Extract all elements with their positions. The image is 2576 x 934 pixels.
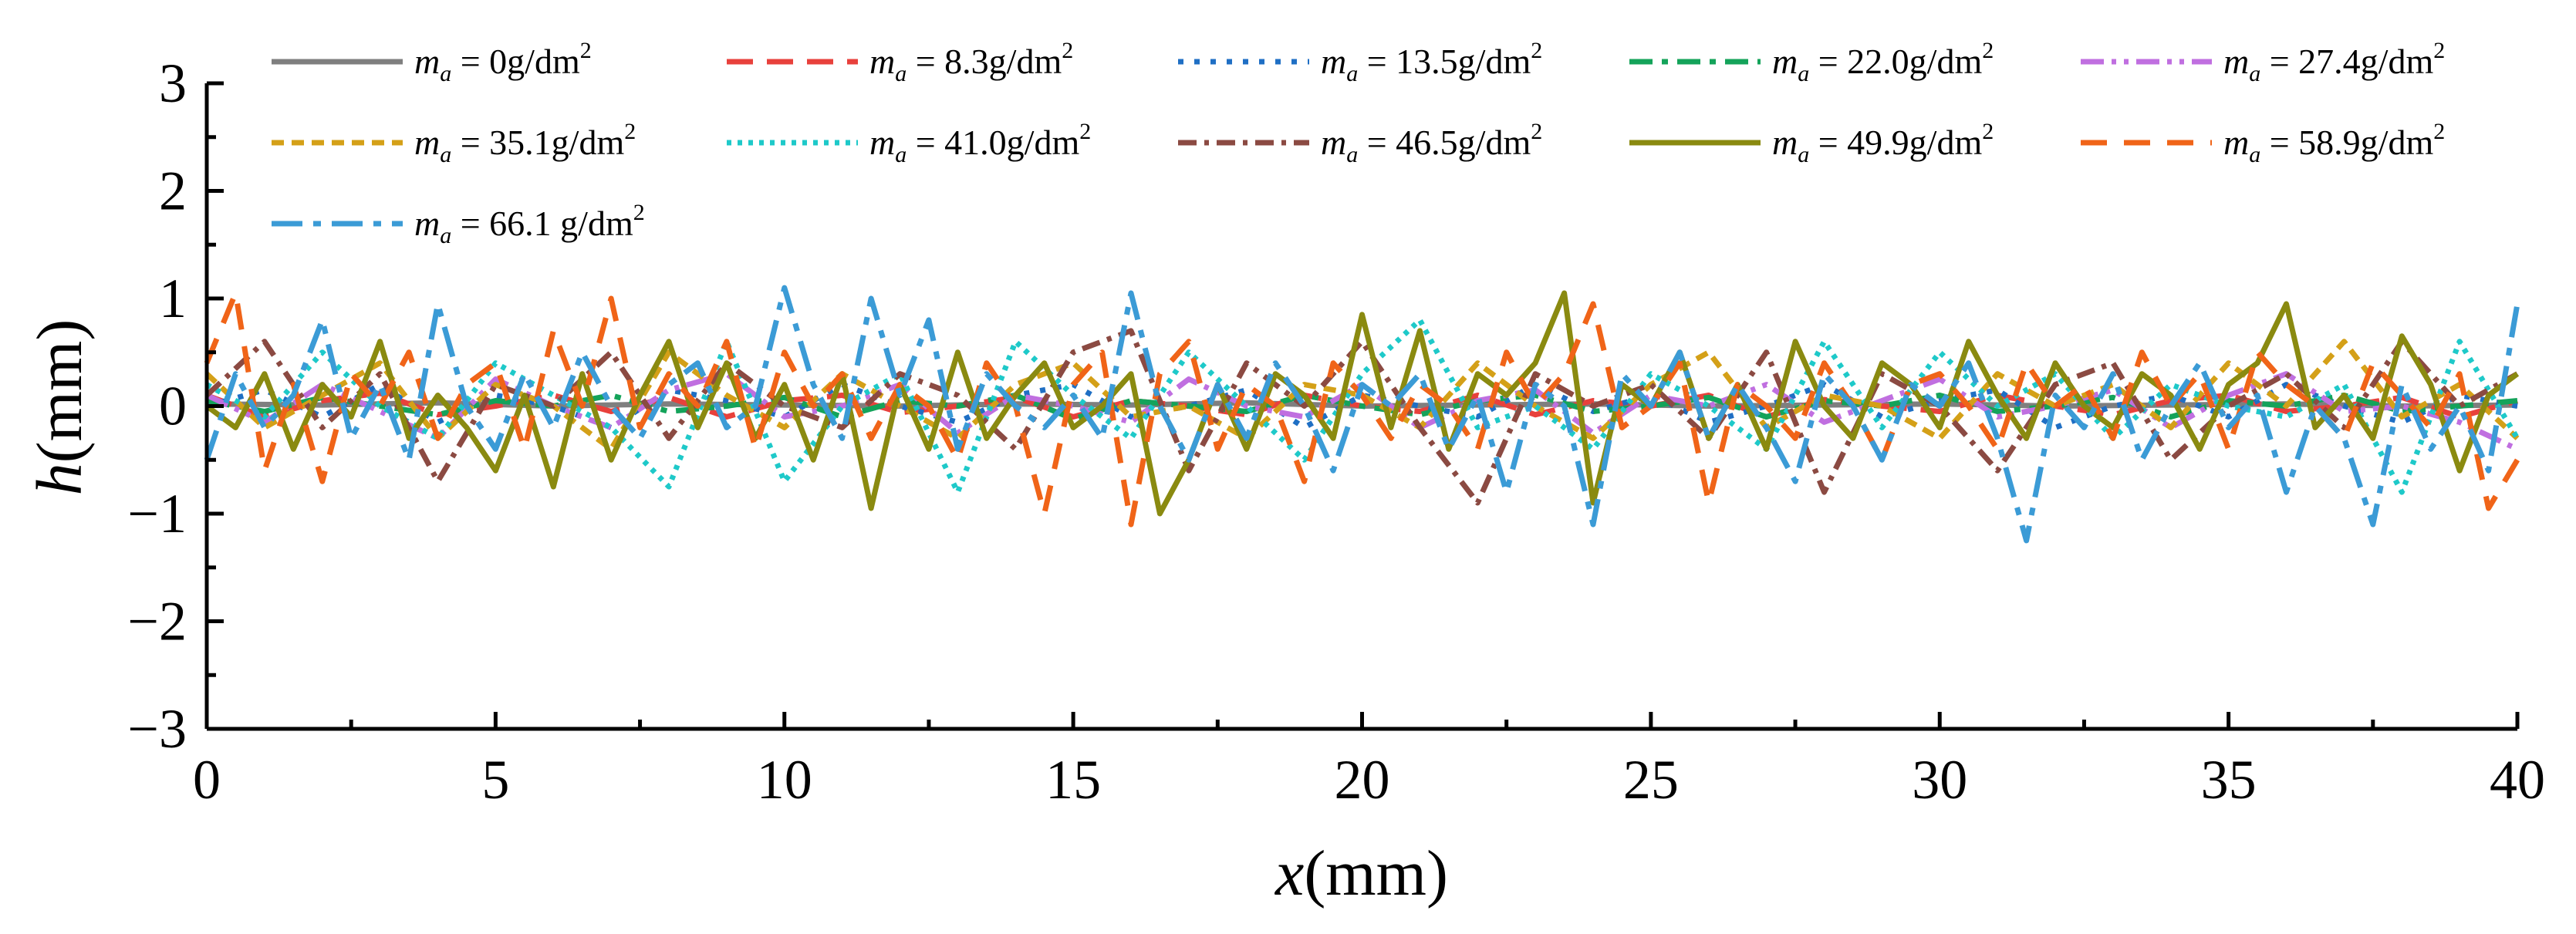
y-tick-label: 3 [159, 52, 187, 114]
y-tick-label: −2 [127, 591, 187, 652]
x-tick-label: 35 [2201, 749, 2257, 811]
x-tick-label: 15 [1045, 749, 1101, 811]
legend-subscript: a [440, 61, 451, 86]
legend-entry-8: ma = 46.5g/dm2 [1321, 119, 1542, 167]
series-line-5 [205, 371, 2519, 452]
legend-subscript: a [2249, 61, 2260, 86]
y-axis-title: h(mm) [24, 319, 96, 496]
legend-entry-1: ma = 0g/dm2 [414, 38, 592, 86]
y-tick-label: 1 [159, 268, 187, 329]
legend-entry-6: ma = 35.1g/dm2 [414, 119, 636, 167]
legend-subscript: a [1798, 142, 1809, 167]
legend-subscript: a [2249, 142, 2260, 167]
legend-var: m [1772, 42, 1798, 81]
x-axis-var: x [1274, 838, 1304, 909]
legend-var: m [1321, 42, 1346, 81]
legend-subscript: a [1798, 61, 1809, 86]
legend-superscript: 2 [1062, 38, 1073, 63]
legend-value: = 35.1g/dm [451, 123, 624, 162]
legend-subscript: a [1346, 142, 1358, 167]
legend-entry-3: ma = 13.5g/dm2 [1321, 38, 1542, 86]
legend-entry-9: ma = 49.9g/dm2 [1772, 119, 1994, 167]
ticks-layer: 0 5 10 15 20 25 30 35 40 −3 −2 −1 0 1 2 3 [127, 52, 2545, 811]
legend-value: = 46.5g/dm [1358, 123, 1531, 162]
legend-subscript: a [1346, 61, 1358, 86]
legend-var: m [869, 123, 895, 162]
legend-superscript: 2 [1531, 38, 1542, 63]
legend-entry-2: ma = 8.3g/dm2 [869, 38, 1073, 86]
legend-superscript: 2 [2433, 119, 2445, 144]
x-axis-unit: (mm) [1304, 838, 1448, 909]
y-axis-unit: (mm) [24, 319, 96, 464]
x-tick-label: 0 [193, 749, 221, 811]
legend-superscript: 2 [2433, 38, 2445, 63]
legend-superscript: 2 [1982, 119, 1994, 144]
y-tick-label: 0 [159, 376, 187, 437]
legend-var: m [869, 42, 895, 81]
legend-value: = 58.9g/dm [2260, 123, 2433, 162]
x-tick-label: 20 [1335, 749, 1390, 811]
legend-subscript: a [440, 142, 451, 167]
y-tick-label: 2 [159, 160, 187, 222]
legend-entry-7: ma = 41.0g/dm2 [869, 119, 1091, 167]
series-line-9 [204, 290, 2520, 517]
legend-var: m [2223, 42, 2249, 81]
legend-subscript: a [895, 61, 906, 86]
legend-entry-4: ma = 22.0g/dm2 [1772, 38, 1994, 86]
legend-value: = 0g/dm [451, 42, 580, 81]
legend-subscript: a [895, 142, 906, 167]
legend: ma = 0g/dm2 ma = 8.3g/dm2 ma = 13.5g/dm2 ma… [272, 38, 2445, 248]
legend-subscript: a [440, 223, 451, 248]
series-line-2 [205, 390, 2518, 420]
legend-var: m [1772, 123, 1798, 162]
legend-var: m [2223, 123, 2249, 162]
legend-var: m [414, 204, 440, 243]
legend-value: = 66.1 g/dm [451, 204, 633, 243]
legend-value: = 27.4g/dm [2260, 42, 2433, 81]
legend-superscript: 2 [1531, 119, 1542, 144]
legend-value: = 41.0g/dm [906, 123, 1079, 162]
x-axis-title: x(mm) [1274, 838, 1448, 909]
legend-superscript: 2 [580, 38, 592, 63]
legend-value: = 22.0g/dm [1809, 42, 1982, 81]
x-tick-label: 25 [1623, 749, 1679, 811]
series-layer [204, 285, 2520, 544]
y-tick-label: −3 [127, 698, 187, 760]
x-tick-label: 40 [2490, 749, 2545, 811]
legend-var: m [414, 123, 440, 162]
y-axis-var: h [24, 463, 96, 495]
x-tick-label: 10 [757, 749, 812, 811]
legend-value: = 49.9g/dm [1809, 123, 1982, 162]
legend-value: = 13.5g/dm [1358, 42, 1531, 81]
legend-superscript: 2 [1079, 119, 1091, 144]
legend-entry-5: ma = 27.4g/dm2 [2223, 38, 2445, 86]
legend-superscript: 2 [624, 119, 636, 144]
x-tick-label: 30 [1912, 749, 1967, 811]
y-tick-label: −1 [127, 483, 187, 545]
legend-entry-10: ma = 58.9g/dm2 [2223, 119, 2445, 167]
legend-var: m [1321, 123, 1346, 162]
legend-superscript: 2 [633, 200, 645, 225]
legend-value: = 8.3g/dm [906, 42, 1062, 81]
legend-superscript: 2 [1982, 38, 1994, 63]
series-line-11 [204, 285, 2520, 544]
legend-entry-11: ma = 66.1 g/dm2 [414, 200, 645, 248]
x-tick-label: 5 [481, 749, 509, 811]
legend-var: m [414, 42, 440, 81]
